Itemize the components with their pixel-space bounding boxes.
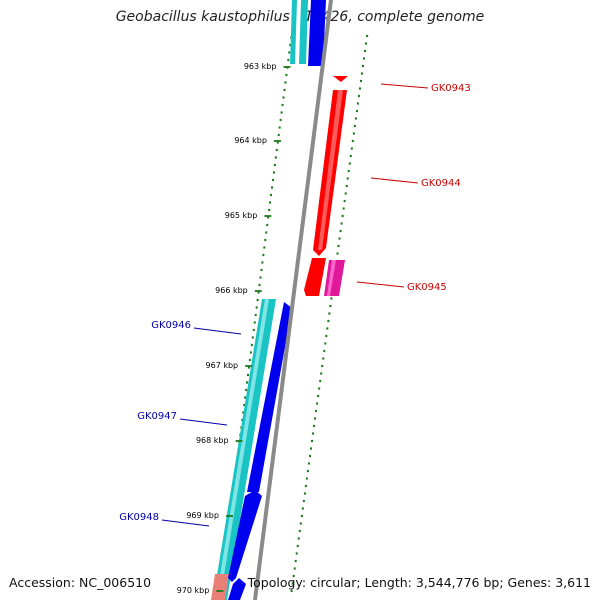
tick-label: 964 kbp [234,136,267,145]
tick-label: 965 kbp [225,211,258,220]
gene-label-gk0944[interactable]: GK0944 [421,178,461,189]
tick-label: 963 kbp [244,62,277,71]
tick-labels: 963 kbp 964 kbp 965 kbp 966 kbp 967 kbp 968 k… [177,62,291,595]
cds-highlight [216,299,269,600]
tick-label: 970 kbp [177,586,210,595]
cds-highlight [295,0,301,64]
gene-leader-line [356,281,405,288]
cds-feature-gk0948-blue [228,490,262,582]
cds-feature-blue-lower [228,578,246,600]
genome-backbone [253,0,333,600]
gene-label-gk0943[interactable]: GK0943 [431,83,471,94]
outer-tick-track [290,34,369,593]
cds-highlight [318,90,343,250]
gene-label-gk0948[interactable]: GK0948 [119,512,159,523]
tick-label: 968 kbp [196,436,229,445]
cds-feature-gk0945-red [304,258,326,296]
gene-leader-line [380,83,429,89]
feature-track [211,0,348,600]
cds-feature-gk0947-blue [247,302,292,492]
tick-label: 969 kbp [186,511,219,520]
cds-feature-gk0943 [333,76,348,82]
accession-text: Accession: NC_006510 [9,575,152,590]
gene-label-gk0947[interactable]: GK0947 [137,411,177,422]
gene-leader-line [179,418,228,426]
cds-feature-blue [308,0,326,66]
gene-label-gk0946[interactable]: GK0946 [151,320,191,331]
cds-feature-salmon [211,574,229,600]
tick-label: 966 kbp [215,286,248,295]
gene-leader-line [193,327,242,335]
cds-highlight [327,260,336,296]
gene-labels: GK0943 GK0944 GK0945 GK0946 GK0947 GK0948 [119,83,471,527]
tick-label: 967 kbp [206,361,239,370]
genome-stats-text: Topology: circular; Length: 3,544,776 bp… [247,575,591,590]
gene-label-gk0945[interactable]: GK0945 [407,282,447,293]
gene-leader-line [370,177,419,184]
gene-leader-line [161,519,210,527]
